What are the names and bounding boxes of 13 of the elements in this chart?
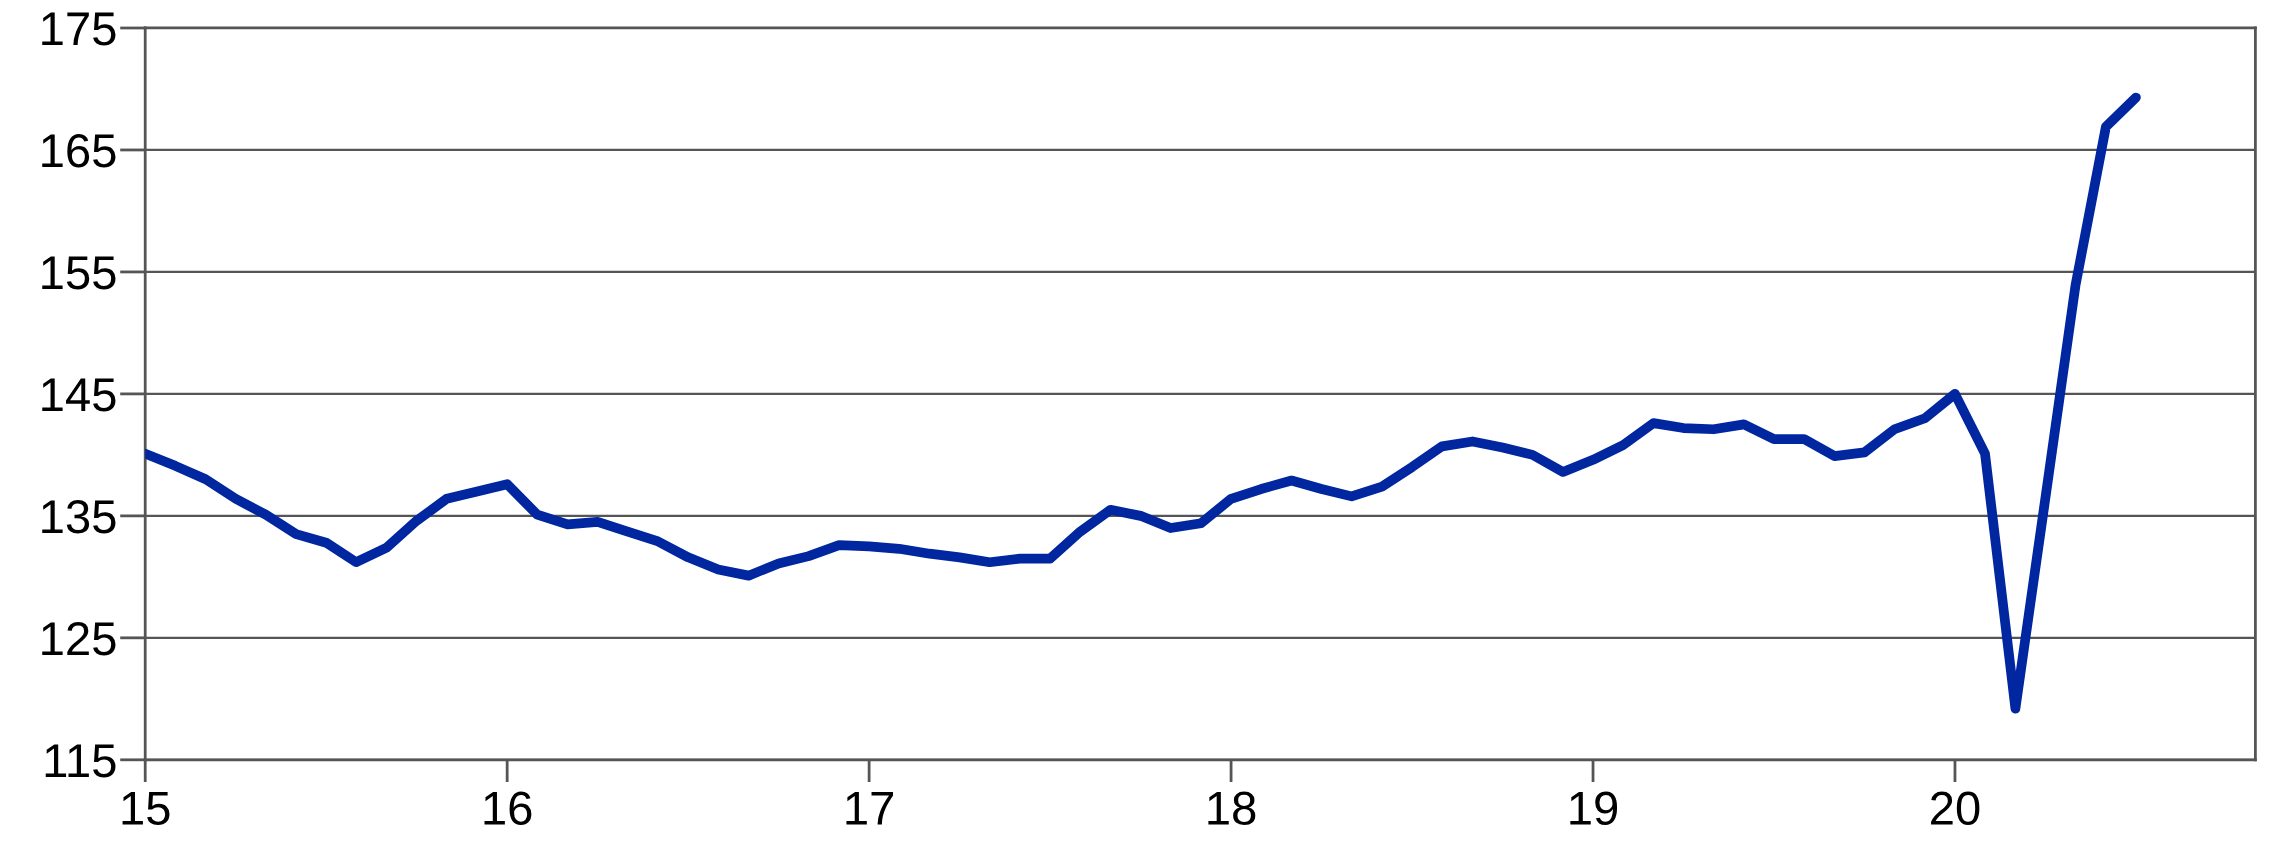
x-tick-label: 19 (1570, 791, 1618, 826)
x-tick-label: 17 (846, 792, 894, 825)
y-tick-label: 135 (42, 500, 116, 534)
y-tick-label: 175 (42, 12, 116, 46)
x-tick-label: 16 (484, 791, 532, 826)
x-tick-label: 20 (1931, 791, 1980, 826)
y-tick-label: 125 (42, 621, 116, 656)
y-tick-label: 145 (42, 378, 116, 412)
y-tick-label: 115 (45, 744, 116, 778)
y-tick-label: 165 (42, 134, 116, 168)
y-tick-label: 155 (42, 256, 116, 290)
x-tick-label: 15 (122, 792, 170, 826)
x-tick-label: 18 (1208, 791, 1256, 826)
